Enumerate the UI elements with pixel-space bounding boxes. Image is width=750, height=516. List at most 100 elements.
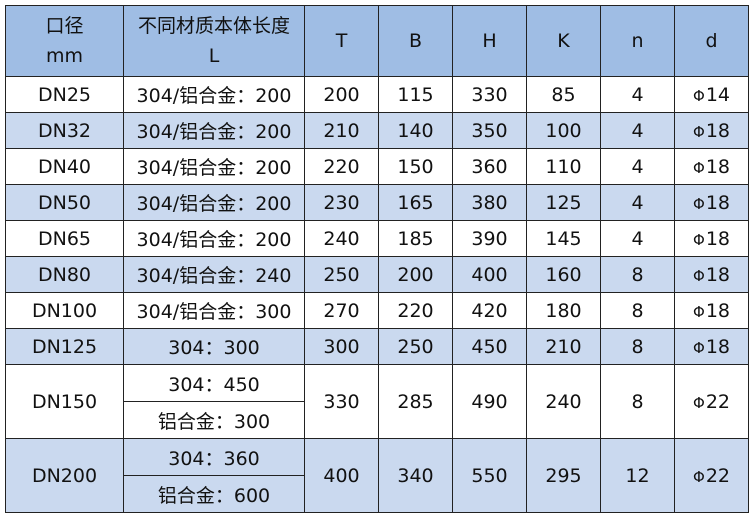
table-row-sub: 铝合金：600: [6, 475, 749, 513]
cell-K: 240: [526, 364, 601, 439]
phi-symbol: Φ: [693, 194, 705, 213]
table-row: DN125 304：300 300 250 450 210 8 Φ18: [5, 328, 749, 365]
cell-n: 4: [600, 76, 675, 113]
table-row: DN200 304：360 400 340 550 295 12 Φ22: [5, 438, 749, 513]
header-B: B: [378, 5, 453, 77]
cell-K: 145: [526, 220, 601, 257]
cell-K: 85: [526, 76, 601, 113]
header-length: 不同材质本体长度 L: [123, 5, 305, 77]
table-row: DN40 304/铝合金：200 220 150 360 110 4 Φ18: [5, 148, 749, 185]
cell-B: 165: [378, 184, 453, 221]
cell-H: 360: [452, 148, 527, 185]
phi-symbol: Φ: [693, 467, 705, 486]
phi-symbol: Φ: [693, 393, 705, 412]
cell-d: Φ22: [674, 438, 749, 513]
cell-d: Φ14: [674, 76, 749, 113]
cell-T: 400: [304, 438, 379, 513]
table-row-sub: 铝合金：300: [6, 401, 749, 439]
cell-T: 200: [304, 76, 379, 113]
cell-H: 390: [452, 220, 527, 257]
cell-n: 8: [600, 292, 675, 329]
cell-d: Φ18: [674, 148, 749, 185]
cell-H: 490: [452, 364, 527, 439]
phi-symbol: Φ: [693, 86, 705, 105]
cell-K: 180: [526, 292, 601, 329]
header-K: K: [526, 5, 601, 77]
cell-T: 220: [304, 148, 379, 185]
phi-symbol: Φ: [693, 302, 705, 321]
cell-L: 304/铝合金：240: [123, 256, 305, 293]
cell-T: 210: [304, 112, 379, 149]
phi-symbol: Φ: [693, 338, 705, 357]
cell-dn: DN65: [5, 220, 124, 257]
cell-T: 300: [304, 328, 379, 365]
cell-T: 240: [304, 220, 379, 257]
cell-d: Φ18: [674, 328, 749, 365]
table-row: DN65 304/铝合金：200 240 185 390 145 4 Φ18: [5, 220, 749, 257]
cell-B: 115: [378, 76, 453, 113]
cell-B: 340: [378, 438, 453, 513]
cell-d: Φ18: [674, 256, 749, 293]
cell-n: 4: [600, 184, 675, 221]
cell-H: 550: [452, 438, 527, 513]
cell-dn: DN50: [5, 184, 124, 221]
cell-d: Φ18: [674, 184, 749, 221]
cell-B: 150: [378, 148, 453, 185]
table-row: DN150 304：450 330 285 490 240 8 Φ22: [5, 364, 749, 439]
cell-K: 110: [526, 148, 601, 185]
cell-n: 4: [600, 220, 675, 257]
cell-dn: DN125: [5, 328, 124, 365]
cell-B: 185: [378, 220, 453, 257]
cell-dn: DN150: [5, 364, 124, 439]
table-row: DN50 304/铝合金：200 230 165 380 125 4 Φ18: [5, 184, 749, 221]
cell-L: 304：450: [123, 364, 305, 402]
cell-H: 330: [452, 76, 527, 113]
cell-dn: DN100: [5, 292, 124, 329]
phi-symbol: Φ: [693, 158, 705, 177]
cell-L: 304：360: [123, 438, 305, 476]
cell-L: 304/铝合金：300: [123, 292, 305, 329]
cell-d: Φ22: [674, 364, 749, 439]
cell-K: 210: [526, 328, 601, 365]
header-d: d: [674, 5, 749, 77]
cell-n: 4: [600, 112, 675, 149]
cell-n: 8: [600, 364, 675, 439]
header-n: n: [600, 5, 675, 77]
header-row: 口径 mm 不同材质本体长度 L T B H K n d: [5, 5, 749, 77]
cell-L: 304/铝合金：200: [123, 220, 305, 257]
header-T: T: [304, 5, 379, 77]
table-row: DN25 304/铝合金：200 200 115 330 85 4 Φ14: [5, 76, 749, 113]
cell-K: 125: [526, 184, 601, 221]
table-row: DN100 304/铝合金：300 270 220 420 180 8 Φ18: [5, 292, 749, 329]
cell-L: 304/铝合金：200: [123, 76, 305, 113]
cell-T: 270: [304, 292, 379, 329]
cell-H: 400: [452, 256, 527, 293]
cell-T: 330: [304, 364, 379, 439]
cell-dn: DN40: [5, 148, 124, 185]
cell-H: 380: [452, 184, 527, 221]
cell-d: Φ18: [674, 220, 749, 257]
cell-n: 12: [600, 438, 675, 513]
cell-L: 304：300: [123, 328, 305, 365]
table-row: DN80 304/铝合金：240 250 200 400 160 8 Φ18: [5, 256, 749, 293]
cell-n: 4: [600, 148, 675, 185]
phi-symbol: Φ: [693, 122, 705, 141]
header-H: H: [452, 5, 527, 77]
cell-H: 420: [452, 292, 527, 329]
cell-B: 250: [378, 328, 453, 365]
cell-B: 200: [378, 256, 453, 293]
table-row: DN32 304/铝合金：200 210 140 350 100 4 Φ18: [5, 112, 749, 149]
cell-K: 160: [526, 256, 601, 293]
cell-K: 295: [526, 438, 601, 513]
cell-B: 285: [378, 364, 453, 439]
cell-dn: DN32: [5, 112, 124, 149]
cell-dn: DN80: [5, 256, 124, 293]
cell-L: 304/铝合金：200: [123, 112, 305, 149]
cell-dn: DN200: [5, 438, 124, 513]
header-diameter: 口径 mm: [5, 5, 124, 77]
cell-T: 230: [304, 184, 379, 221]
cell-H: 450: [452, 328, 527, 365]
cell-d: Φ18: [674, 292, 749, 329]
cell-L: 铝合金：600: [123, 475, 305, 513]
cell-L: 304/铝合金：200: [123, 184, 305, 221]
